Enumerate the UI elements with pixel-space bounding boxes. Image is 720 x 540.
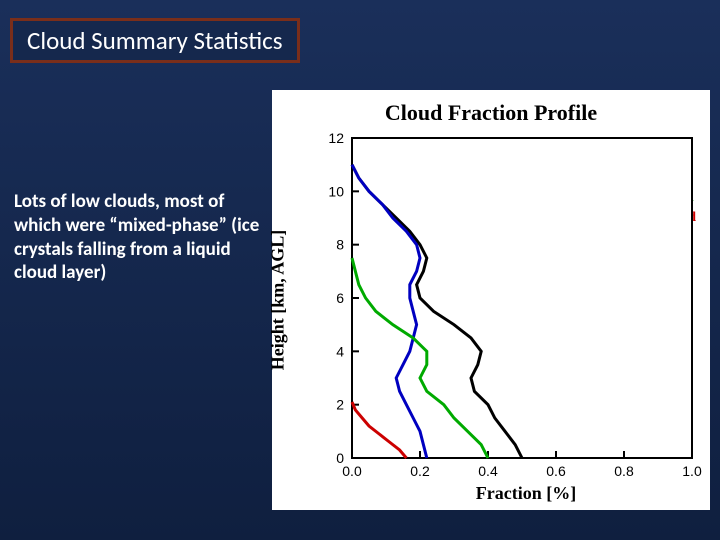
chart-xlabel: Fraction [%] [352, 483, 700, 504]
svg-text:0.8: 0.8 [614, 463, 634, 479]
svg-text:4: 4 [336, 343, 344, 359]
svg-text:0.2: 0.2 [410, 463, 430, 479]
slide: Cloud Summary Statistics Lots of low clo… [0, 0, 720, 540]
svg-text:2: 2 [336, 397, 344, 413]
svg-text:0.0: 0.0 [342, 463, 362, 479]
chart-panel: Cloud Fraction Profile Height [km, AGL] … [272, 90, 710, 510]
svg-text:10: 10 [328, 183, 344, 199]
title-box: Cloud Summary Statistics [10, 18, 300, 63]
svg-text:0.6: 0.6 [546, 463, 566, 479]
svg-text:1.0: 1.0 [682, 463, 702, 479]
chart-ylabel: Height [km, AGL] [268, 230, 289, 371]
svg-text:12: 12 [328, 130, 344, 146]
chart-plot: 0.00.20.40.60.81.0024681012 [352, 138, 692, 458]
caption-text: Lots of low clouds, most of which were “… [14, 190, 264, 285]
svg-text:6: 6 [336, 290, 344, 306]
svg-text:0: 0 [336, 450, 344, 466]
chart-title: Cloud Fraction Profile [272, 100, 710, 126]
svg-text:8: 8 [336, 237, 344, 253]
slide-title: Cloud Summary Statistics [27, 25, 283, 56]
svg-text:0.4: 0.4 [478, 463, 498, 479]
